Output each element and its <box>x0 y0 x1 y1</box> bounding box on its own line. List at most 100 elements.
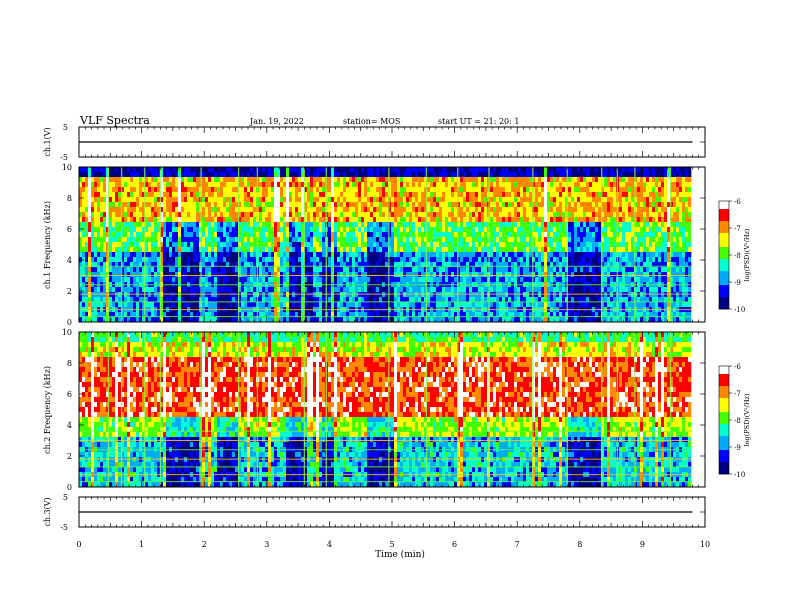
spectrogram-cell <box>505 242 509 248</box>
spectrogram-cell <box>148 242 152 248</box>
spectrogram-cell <box>433 287 437 293</box>
spectrogram-cell <box>370 257 374 263</box>
spectrogram-cell <box>265 262 269 268</box>
spectrogram-cell <box>217 232 221 238</box>
spectrogram-cell <box>157 287 161 293</box>
spectrogram-cell <box>88 227 92 233</box>
spectrogram-cell <box>511 297 515 303</box>
spectrogram-cell <box>535 217 539 223</box>
spectrogram-cell <box>355 192 359 198</box>
spectrogram-cell <box>244 172 248 178</box>
spectrogram-cell <box>436 197 440 203</box>
spectrogram-cell <box>349 217 353 223</box>
spectrogram-cell <box>307 222 311 228</box>
spectrogram-cell <box>223 172 227 178</box>
spectrogram-cell <box>163 167 167 173</box>
spectrogram-cell <box>460 232 464 238</box>
spectrogram-cell <box>478 217 482 223</box>
spectrogram-cell <box>91 272 95 278</box>
spectrogram-cell <box>244 262 248 268</box>
spectrogram-cell <box>343 252 347 258</box>
spectrogram-cell <box>496 312 500 318</box>
spectrogram-cell <box>328 297 332 303</box>
spectrogram-cell <box>244 217 248 223</box>
spectrogram-cell <box>391 317 395 323</box>
spectrogram-cell <box>265 202 269 208</box>
spectrogram-cell <box>304 292 308 298</box>
spectrogram-cell <box>214 312 218 318</box>
spectrogram-cell <box>493 277 497 283</box>
spectrogram-cell <box>418 292 422 298</box>
spectrogram-cell <box>160 212 164 218</box>
spectrogram-cell <box>160 172 164 178</box>
spectrogram-cell <box>502 267 506 273</box>
spectrogram-cell <box>349 242 353 248</box>
spectrogram-cell <box>250 167 254 173</box>
spectrogram-cell <box>409 242 413 248</box>
spectrogram-cell <box>475 187 479 193</box>
spectrogram-cell <box>205 262 209 268</box>
spectrogram-cell <box>496 277 500 283</box>
spectrogram-cell <box>196 197 200 203</box>
spectrogram-cell <box>322 222 326 228</box>
spectrogram-cell <box>94 227 98 233</box>
spectrogram-cell <box>238 177 242 183</box>
spectrogram-cell <box>187 167 191 173</box>
spectrogram-cell <box>502 277 506 283</box>
spectrogram-cell <box>268 182 272 188</box>
spectrogram-cell <box>172 312 176 318</box>
spectrogram-cell <box>397 197 401 203</box>
spectrogram-cell <box>130 247 134 253</box>
spectrogram-cell <box>301 197 305 203</box>
spectrogram-cell <box>157 202 161 208</box>
spectrogram-cell <box>367 167 371 173</box>
spectrogram-cell <box>148 192 152 198</box>
spectrogram-cell <box>478 182 482 188</box>
spectrogram-cell <box>472 182 476 188</box>
spectrogram-cell <box>133 202 137 208</box>
ch1-ytick-bottom: -5 <box>60 153 68 162</box>
spectrogram-cell <box>301 227 305 233</box>
spectrogram-cell <box>157 267 161 273</box>
spectrogram-cell <box>211 312 215 318</box>
spectrogram-cell <box>391 217 395 223</box>
spectrogram-cell <box>334 247 338 253</box>
spectrogram-cell <box>454 197 458 203</box>
spectrogram-cell <box>262 202 266 208</box>
spectrogram-cell <box>445 197 449 203</box>
spectrogram-cell <box>217 227 221 233</box>
spectrogram-cell <box>310 267 314 273</box>
spectrogram-cell <box>538 287 542 293</box>
spectrogram-cell <box>394 212 398 218</box>
spectrogram-cell <box>295 217 299 223</box>
spectrogram-cell <box>385 317 389 323</box>
spectrogram-cell <box>172 177 176 183</box>
spectrogram-cell <box>244 202 248 208</box>
spectrogram-cell <box>241 217 245 223</box>
spectrogram-cell <box>244 192 248 198</box>
spectrogram-cell <box>271 272 275 278</box>
spectrogram-cell <box>175 297 179 303</box>
spectrogram-cell <box>517 262 521 268</box>
spectrogram-cell <box>391 232 395 238</box>
spectrogram-cell <box>187 232 191 238</box>
spectrogram-cell <box>472 212 476 218</box>
spectrogram-cell <box>358 272 362 278</box>
spectrogram-cell <box>346 257 350 263</box>
spectrogram-cell <box>226 242 230 248</box>
spectrogram-cell <box>421 197 425 203</box>
spectrogram-cell <box>235 272 239 278</box>
spectrogram-cell <box>211 177 215 183</box>
spectrogram-cell <box>346 232 350 238</box>
spectrogram-cell <box>415 297 419 303</box>
spectrogram-cell <box>397 302 401 308</box>
spectrogram-cell <box>379 262 383 268</box>
spectrogram-cell <box>238 212 242 218</box>
spectrogram-cell <box>412 227 416 233</box>
spectrogram-cell <box>148 252 152 258</box>
spectrogram-cell <box>484 207 488 213</box>
spectrogram-cell <box>151 292 155 298</box>
spectrogram-cell <box>298 232 302 238</box>
spectrogram-cell <box>259 302 263 308</box>
spectrogram-cell <box>430 302 434 308</box>
